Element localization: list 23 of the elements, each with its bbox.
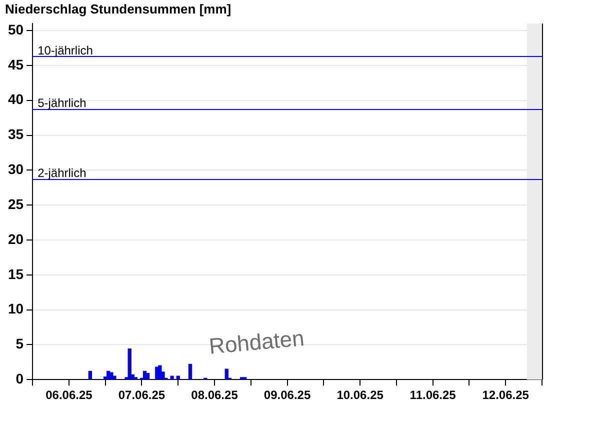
y-tick-label: 10 [8,300,24,317]
y-tick-label: 30 [8,161,24,178]
y-tick-label: 40 [8,91,24,108]
y-tick-label: 5 [16,336,24,352]
y-tick-label: 35 [8,126,24,142]
x-tick-label: 10.06.25 [336,388,384,402]
y-tick-label: 15 [8,266,24,282]
x-tick-label: 12.06.25 [482,388,530,402]
chart-title: Niederschlag Stundensummen [mm] [5,1,232,16]
ref-line-label: 10-jährlich [38,44,93,58]
ref-line-label: 5-jährlich [38,96,86,110]
y-tick-label: 45 [8,56,24,72]
x-tick-label: 11.06.25 [410,388,456,402]
ref-line-label: 2-jährlich [38,166,86,180]
y-tick-label: 20 [8,230,24,247]
annotation: Rohdaten [208,325,306,359]
y-tick-label: 25 [8,196,24,212]
y-tick-label: 0 [16,370,24,386]
x-tick-label: 09.06.25 [264,388,311,402]
x-tick-label: 06.06.25 [46,388,93,402]
y-tick-label: 50 [8,21,24,38]
x-tick-label: 07.06.25 [118,388,166,402]
x-tick-label: 08.06.25 [191,388,238,402]
